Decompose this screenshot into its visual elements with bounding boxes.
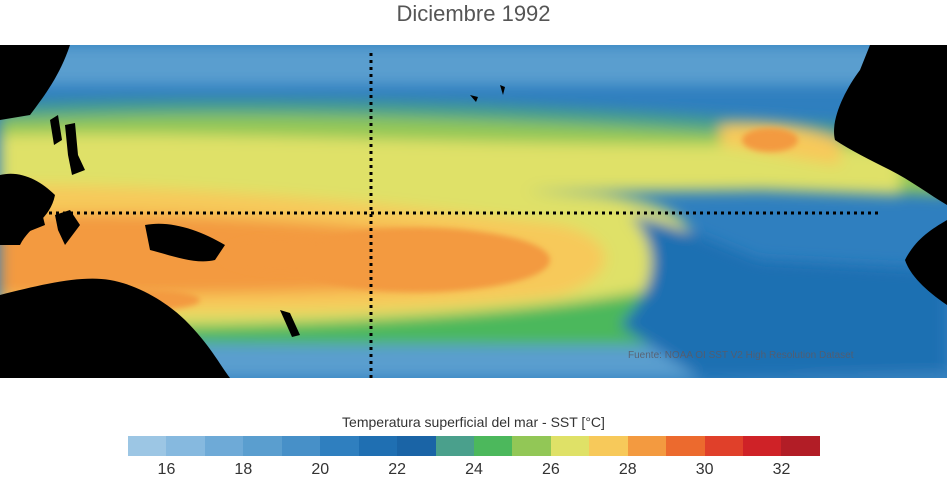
colorbar-swatch	[550, 436, 590, 456]
data-source-credit: Fuente: NOAA OI SST V2 High Resolution D…	[628, 350, 854, 361]
land-philippines	[65, 123, 85, 175]
colorbar-tick-label: 20	[311, 461, 330, 478]
land-hawaii	[470, 85, 505, 102]
colorbar-swatch	[473, 436, 513, 456]
sst-field	[0, 45, 947, 378]
colorbar	[128, 436, 820, 456]
colorbar-tick-label: 16	[157, 461, 176, 478]
colorbar-tick-label: 24	[465, 461, 483, 478]
colorbar-swatch	[666, 436, 705, 456]
colorbar-ticks: 16 18 20 22 24 26 28 30 32	[128, 459, 820, 479]
land-australia	[0, 278, 230, 378]
colorbar-swatch	[627, 436, 667, 456]
colorbar-swatch	[589, 436, 628, 456]
colorbar-swatch	[358, 436, 398, 456]
colorbar-swatch	[397, 436, 436, 456]
land-taiwan	[50, 115, 62, 145]
colorbar-swatch	[512, 436, 551, 456]
colorbar-tick-label: 18	[234, 461, 253, 478]
legend-title: Temperatura superficial del mar - SST [°…	[342, 414, 605, 430]
map-title: Diciembre 1992	[396, 1, 551, 26]
land-asia-north	[0, 45, 70, 120]
colorbar-tick-label: 26	[541, 461, 560, 478]
colorbar-swatch	[704, 436, 743, 456]
sst-map-canvas	[0, 45, 947, 378]
colorbar-tick-label: 22	[388, 461, 407, 478]
land-south-america	[905, 220, 947, 305]
land-sulawesi	[55, 210, 80, 245]
colorbar-swatch	[320, 436, 359, 456]
colorbar-swatch	[128, 436, 167, 456]
colorbar-swatch	[781, 436, 820, 456]
land-new-caledonia	[280, 310, 300, 337]
colorbar-tick-label: 28	[618, 461, 637, 478]
warm-pool	[290, 228, 550, 292]
land-new-guinea	[145, 223, 225, 262]
land-caribbean	[875, 123, 925, 141]
sst-map	[0, 45, 947, 378]
colorbar-swatch	[204, 436, 244, 456]
colorbar-swatch	[243, 436, 282, 456]
colorbar-swatch	[743, 436, 782, 456]
cold-tongue	[620, 215, 947, 378]
colorbar-swatch	[166, 436, 205, 456]
colorbar-tick-label: 32	[772, 461, 791, 478]
colorbar-swatch	[281, 436, 321, 456]
colorbar-swatch	[435, 436, 474, 456]
colorbar-tick-label: 30	[695, 461, 714, 478]
land-masses	[0, 45, 947, 378]
